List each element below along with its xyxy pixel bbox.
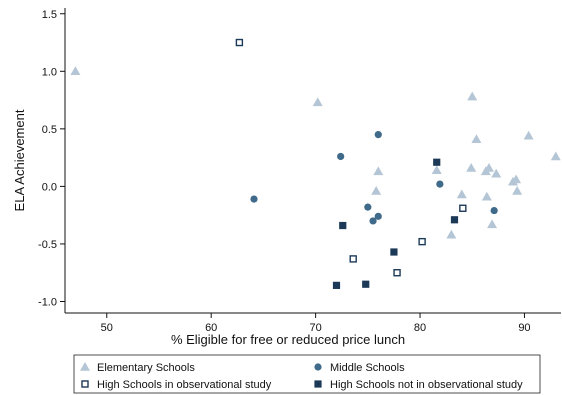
high-school-not-observational-point	[433, 158, 441, 166]
legend: Elementary Schools Middle Schools High Sch…	[73, 354, 541, 394]
y-tick-label: -0.5	[38, 239, 57, 251]
y-tick-label: 0.5	[42, 124, 57, 136]
elementary-school-point	[373, 166, 384, 176]
legend-label: Elementary Schools	[97, 362, 195, 374]
legend-item-middle: Middle Schools	[314, 362, 405, 374]
elementary-school-point	[487, 219, 498, 229]
y-axis-title: ELA Achievement	[12, 109, 27, 211]
legend-item-elementary: Elementary Schools	[80, 362, 195, 374]
middle-school-point	[374, 131, 382, 139]
elementary-school-point	[471, 134, 482, 143]
legend-box	[73, 354, 541, 394]
x-tick-label: 70	[309, 322, 321, 334]
y-tick-label: 0.0	[42, 181, 57, 193]
elementary-school-point	[511, 174, 522, 184]
elementary-school-point	[70, 66, 81, 76]
legend-marker	[314, 363, 322, 371]
middle-school-point	[337, 152, 345, 161]
x-tick-label: 50	[101, 322, 113, 334]
legend-label: Middle Schools	[330, 362, 405, 374]
legend-item-hs-not-observational: High Schools not in observational study	[314, 379, 523, 391]
legend-item-hs-observational: High Schools in observational study	[81, 379, 272, 391]
elementary-school-point	[491, 168, 502, 178]
high-school-not-observational-point	[362, 280, 370, 288]
x-axis-title: % Eligible for free or reduced price lun…	[171, 332, 405, 347]
y-tick-label: 1.5	[42, 9, 57, 21]
elementary-school-point	[312, 97, 323, 107]
middle-school-point	[374, 212, 382, 220]
elementary-school-point	[446, 229, 457, 239]
x-tick-label: 90	[518, 322, 530, 334]
elementary-school-point	[371, 186, 382, 195]
elementary-school-point	[483, 162, 494, 172]
high-school-not-observational-point	[332, 281, 341, 289]
high-school-not-observational-point	[390, 248, 398, 256]
elementary-school-point	[523, 130, 534, 140]
high-school-observational-point	[235, 38, 244, 47]
middle-school-point	[490, 206, 498, 215]
high-school-observational-point	[418, 237, 426, 246]
axes: 1.5 1.0 0.5 0.0 -0.5 -1.0 50 60 70 80 90	[38, 8, 561, 334]
elementary-school-point	[481, 191, 492, 201]
middle-school-point	[436, 180, 444, 188]
elementary-school-point	[550, 151, 561, 161]
high-school-observational-point	[393, 269, 401, 277]
high-school-not-observational-point	[450, 216, 459, 224]
legend-marker	[80, 362, 90, 371]
high-school-observational-point	[349, 255, 357, 263]
legend-marker	[314, 380, 322, 388]
elementary-school-point	[456, 189, 467, 199]
x-tick-label: 60	[205, 322, 217, 334]
middle-school-point	[250, 195, 258, 203]
elementary-school-point	[467, 91, 478, 101]
y-tick-label: -1.0	[38, 296, 57, 308]
plot-area	[70, 38, 561, 289]
elementary-school-point	[431, 165, 442, 175]
x-tick-label: 80	[414, 322, 426, 334]
middle-school-point	[369, 217, 377, 225]
middle-school-point	[364, 203, 372, 211]
legend-label: High Schools in observational study	[97, 379, 272, 391]
elementary-school-point	[466, 162, 477, 172]
legend-marker	[81, 380, 89, 388]
high-school-observational-point	[459, 204, 467, 212]
legend-label: High Schools not in observational study	[330, 379, 523, 391]
elementary-school-point	[512, 186, 523, 195]
y-tick-label: 1.0	[42, 66, 57, 78]
high-school-not-observational-point	[339, 221, 347, 230]
